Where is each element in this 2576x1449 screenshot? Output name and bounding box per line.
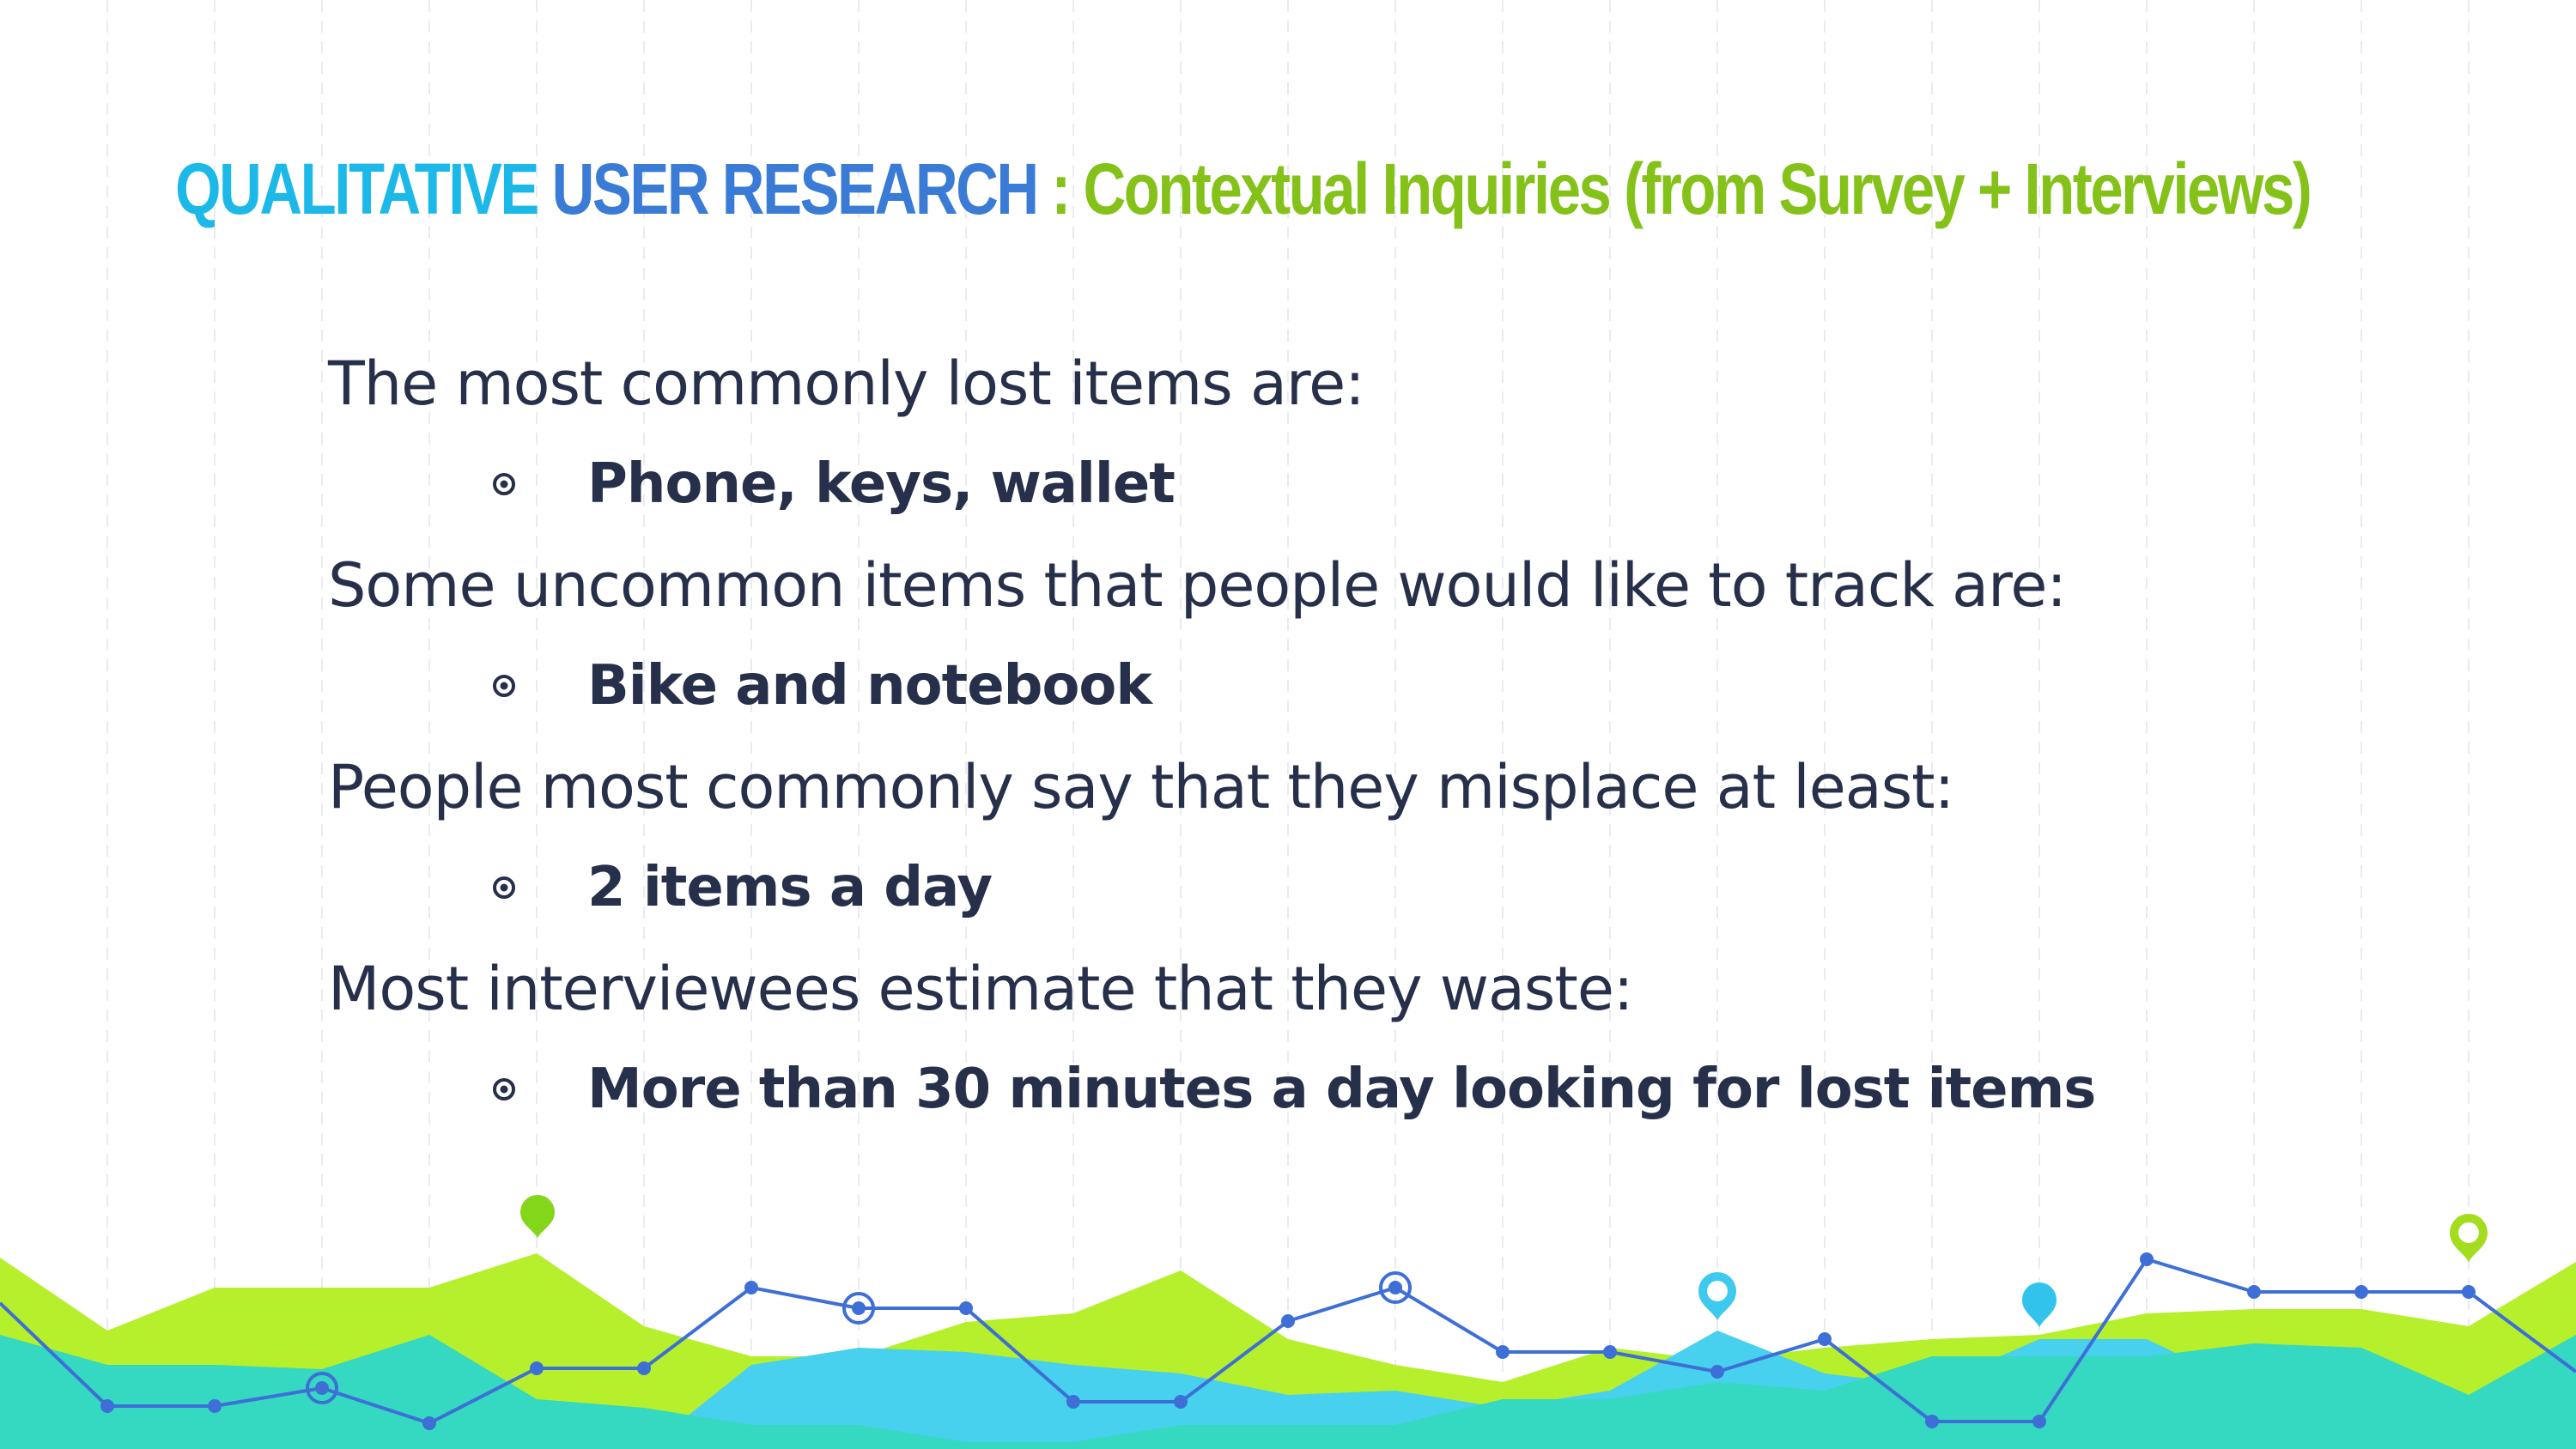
chart-point-ring-icon — [306, 1372, 338, 1404]
chart-point-icon — [1818, 1332, 1832, 1346]
chart-point-icon — [852, 1301, 866, 1315]
chart-point-icon — [1710, 1365, 1724, 1379]
map-pin-icon — [520, 1195, 555, 1238]
slide-title: QUALITATIVE USER RESEARCH : Contextual I… — [175, 148, 2312, 231]
intro-text: Some uncommon items that people would li… — [328, 549, 2067, 621]
chart-point-icon — [2140, 1252, 2154, 1266]
chart-point-icon — [530, 1361, 544, 1375]
chart-point-icon — [2354, 1285, 2368, 1299]
bullet-item: Bike and notebook — [328, 636, 2389, 737]
map-pin-icon — [2022, 1282, 2057, 1327]
title-part-user-research: USER RESEARCH — [551, 149, 1040, 229]
bullet-text: Phone, keys, wallet — [587, 452, 1176, 517]
intro-text: Most interviewees estimate that they was… — [328, 953, 1634, 1024]
target-bullet-icon — [491, 673, 517, 699]
chart-point-icon — [1174, 1395, 1188, 1409]
title-part-qualitative: QUALITATIVE — [175, 149, 539, 229]
chart-point-icon — [959, 1301, 973, 1315]
chart-point-icon — [100, 1399, 114, 1413]
chart-point-icon — [2032, 1415, 2046, 1428]
bullet-item: More than 30 minutes a day looking for l… — [328, 1040, 2389, 1141]
chart-point-icon — [637, 1361, 651, 1375]
bullet-text: 2 items a day — [587, 856, 993, 920]
content-list: The most commonly lost items are: Phone,… — [328, 333, 2389, 1140]
intro-text: People most commonly say that they mispl… — [328, 751, 1954, 822]
chart-point-icon — [1388, 1281, 1402, 1294]
chart-point-icon — [1281, 1314, 1295, 1328]
chart-point-icon — [315, 1381, 329, 1395]
chart-point-icon — [2247, 1285, 2261, 1299]
chart-point-icon — [2462, 1285, 2476, 1299]
intro-text: The most commonly lost items are: — [328, 348, 1365, 419]
bullet-text: Bike and notebook — [587, 654, 1152, 718]
title-separator: : — [1036, 149, 1084, 229]
chart-point-icon — [208, 1399, 222, 1413]
target-bullet-icon — [491, 875, 517, 900]
bullet-text: More than 30 minutes a day looking for l… — [587, 1058, 2096, 1122]
target-bullet-icon — [491, 1076, 517, 1102]
chart-point-ring-icon — [842, 1292, 875, 1325]
chart-point-icon — [1925, 1415, 1939, 1428]
chart-point-icon — [1066, 1395, 1080, 1409]
decorative-line-graph — [0, 1252, 2576, 1430]
target-bullet-icon — [491, 471, 517, 497]
map-pin-icon — [2450, 1214, 2488, 1262]
bullet-item: Phone, keys, wallet — [328, 434, 2389, 536]
bullet-item: 2 items a day — [328, 838, 2389, 939]
map-pin-icon — [1698, 1272, 1736, 1320]
chart-point-icon — [744, 1281, 758, 1294]
title-part-contextual: Contextual Inquiries (from Survey + Inte… — [1083, 149, 2312, 229]
chart-point-icon — [422, 1416, 436, 1430]
chart-point-icon — [1603, 1345, 1617, 1359]
chart-point-ring-icon — [1379, 1271, 1412, 1304]
chart-point-icon — [1496, 1345, 1510, 1359]
